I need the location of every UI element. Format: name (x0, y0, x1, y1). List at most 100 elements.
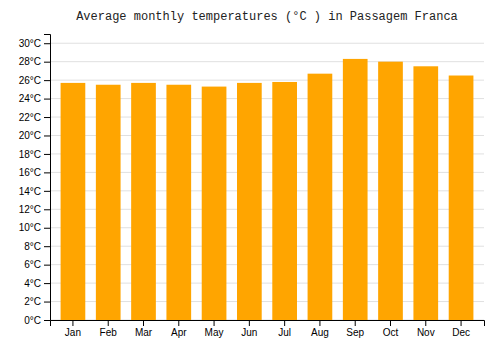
bar (378, 62, 403, 320)
x-tick-label: Oct (383, 327, 399, 338)
x-tick-mark (249, 320, 250, 326)
x-axis: Jan Feb Mar Apr May Jun Jul Aug Sep Oct Nov Dec (51, 320, 485, 338)
y-tick: 4°C (24, 278, 50, 289)
y-tick: 22°C (19, 112, 50, 123)
y-tick-label: 28°C (19, 56, 41, 67)
y-tick-label: 0°C (24, 315, 41, 326)
x-tick-label: Aug (311, 327, 329, 338)
y-tick-mark (44, 320, 50, 321)
y-tick: 30°C (19, 38, 50, 49)
x-tick: Jun (241, 320, 257, 338)
y-tick: 28°C (19, 56, 50, 67)
x-tick-mark (178, 320, 179, 326)
chart-svg: 0°C 2°C 4°C 6°C 8°C 10°C 12°C 14°C 16°C 18°C 20°C 2… (0, 0, 500, 350)
y-tick: 26°C (19, 75, 50, 86)
x-tick: Apr (171, 320, 187, 338)
x-tick-mark (355, 320, 356, 326)
y-tick-mark (44, 228, 50, 229)
y-tick-label: 10°C (19, 222, 41, 233)
title: Average monthly temperatures (°C ) in Pa… (76, 10, 458, 24)
x-tick-label: Jul (278, 327, 291, 338)
y-axis: 0°C 2°C 4°C 6°C 8°C 10°C 12°C 14°C 16°C 18°C 20°C 2… (19, 35, 51, 326)
x-tick-mark (319, 320, 320, 326)
x-tick-label: Apr (171, 327, 187, 338)
x-tick-label: Mar (135, 327, 153, 338)
y-tick: 6°C (24, 259, 50, 270)
chart-container: 0°C 2°C 4°C 6°C 8°C 10°C 12°C 14°C 16°C 18°C 20°C 2… (0, 0, 500, 350)
y-tick-label: 24°C (19, 93, 41, 104)
bar (131, 83, 156, 320)
y-tick-mark (44, 117, 50, 118)
bar (343, 59, 368, 320)
y-tick-mark (44, 80, 50, 81)
x-tick: Nov (417, 320, 435, 338)
x-tick: Jul (278, 320, 291, 338)
bar (413, 66, 438, 320)
y-tick-mark (44, 43, 50, 44)
x-tick-mark (72, 320, 73, 326)
y-tick-label: 4°C (24, 278, 41, 289)
x-tick-mark (214, 320, 215, 326)
bars (61, 59, 474, 320)
x-tick-label: Dec (452, 327, 470, 338)
y-tick-mark (44, 172, 50, 173)
x-tick: Mar (135, 320, 153, 338)
grid-line (50, 43, 484, 44)
y-tick: 14°C (19, 186, 50, 197)
x-tick-label: Sep (346, 327, 364, 338)
grid-line (50, 61, 484, 62)
y-tick: 12°C (19, 204, 50, 215)
y-tick: 24°C (19, 93, 50, 104)
x-tick: Dec (452, 320, 470, 338)
y-tick-label: 30°C (19, 38, 41, 49)
y-tick-mark (44, 135, 50, 136)
bar (96, 85, 121, 320)
y-tick-mark (44, 191, 50, 192)
x-tick: Feb (100, 320, 118, 338)
y-tick-mark (44, 302, 50, 303)
y-tick-label: 12°C (19, 204, 41, 215)
y-tick: 8°C (24, 241, 50, 252)
y-tick-mark (44, 283, 50, 284)
bar (272, 82, 297, 320)
y-tick: 16°C (19, 167, 50, 178)
x-tick-label: Jan (65, 327, 81, 338)
x-tick: Sep (346, 320, 364, 338)
y-tick: 0°C (24, 315, 50, 326)
x-tick-mark (461, 320, 462, 326)
y-axis-line (44, 35, 51, 321)
y-tick-mark (44, 154, 50, 155)
y-tick-mark (44, 99, 50, 100)
y-tick-label: 22°C (19, 112, 41, 123)
y-tick-mark (44, 62, 50, 63)
bar (166, 85, 191, 320)
bar (202, 87, 227, 320)
x-tick: Oct (383, 320, 399, 338)
y-tick-mark (44, 209, 50, 210)
y-tick-label: 20°C (19, 130, 41, 141)
y-tick-label: 26°C (19, 75, 41, 86)
x-tick: Aug (311, 320, 329, 338)
x-tick-mark (284, 320, 285, 326)
y-tick-mark (44, 265, 50, 266)
bar (237, 83, 262, 320)
bar (61, 83, 86, 320)
x-tick-mark (425, 320, 426, 326)
y-tick: 20°C (19, 130, 50, 141)
x-tick: Jan (65, 320, 81, 338)
y-tick-label: 2°C (24, 296, 41, 307)
grid (50, 43, 484, 320)
y-tick-label: 14°C (19, 186, 41, 197)
y-tick-label: 6°C (24, 259, 41, 270)
x-tick-label: Nov (417, 327, 435, 338)
plot: 0°C 2°C 4°C 6°C 8°C 10°C 12°C 14°C 16°C 18°C 20°C 2… (19, 35, 485, 339)
y-tick-label: 16°C (19, 167, 41, 178)
y-tick-mark (44, 246, 50, 247)
x-tick-mark (143, 320, 144, 326)
y-tick-label: 18°C (19, 149, 41, 160)
x-tick: May (205, 320, 224, 338)
bar (308, 74, 333, 320)
y-tick-label: 8°C (24, 241, 41, 252)
x-tick-mark (108, 320, 109, 326)
x-tick-label: Feb (100, 327, 118, 338)
